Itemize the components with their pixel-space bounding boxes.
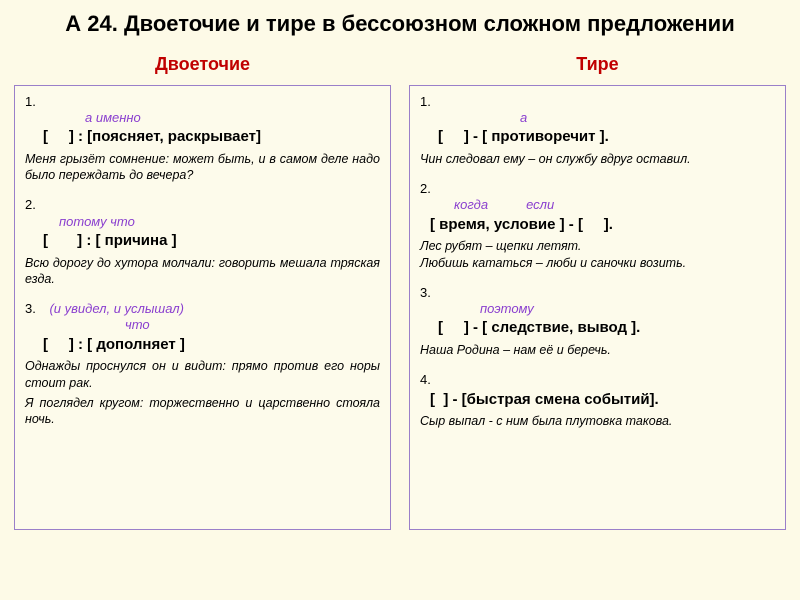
colon-box: 1. а именно [ ] : [поясняет, раскрывает]… (14, 85, 391, 530)
rule-number: 2. (420, 181, 431, 196)
pattern-text: [ ] - [быстрая смена событий]. (430, 391, 775, 410)
dash-rule-3: 3. поэтому [ ] - [ следствие, вывод ]. Н… (420, 285, 775, 359)
example-text: Меня грызёт сомнение: может быть, и в са… (25, 151, 380, 184)
rule-number: 3. (420, 285, 431, 300)
hint-text: а (520, 110, 527, 125)
hint-text: поэтому (480, 301, 534, 316)
slide-container: А 24. Двоеточие и тире в бессоюзном слож… (0, 0, 800, 600)
hint-text: когда (454, 197, 488, 213)
example-text: Я поглядел кругом: торжественно и царств… (25, 395, 380, 428)
hint-text: (и увидел, и услышал) (49, 301, 184, 316)
example-text: Наша Родина – нам её и беречь. (420, 342, 775, 358)
rule-number: 1. (25, 94, 36, 109)
pattern-text: [ ] - [ противоречит ]. (438, 128, 775, 147)
dash-rule-2: 2. когда если [ время, условие ] - [ ]. … (420, 181, 775, 271)
example-text: Лес рубят – щепки летят. (420, 238, 775, 254)
pattern-text: [ время, условие ] - [ ]. (430, 216, 775, 235)
example-text: Сыр выпал - с ним была плутовка такова. (420, 413, 775, 429)
hint-text: что (125, 317, 150, 332)
colon-rule-1: 1. а именно [ ] : [поясняет, раскрывает]… (25, 94, 380, 184)
dash-box: 1. а [ ] - [ противоречит ]. Чин следова… (409, 85, 786, 530)
rule-number: 4. (420, 372, 431, 387)
columns: Двоеточие 1. а именно [ ] : [поясняет, р… (14, 54, 786, 530)
rule-number: 2. (25, 197, 36, 212)
dash-rule-4: 4. [ ] - [быстрая смена событий]. Сыр вы… (420, 372, 775, 429)
pattern-text: [ ] : [ дополняет ] (43, 336, 380, 355)
example-text: Однажды проснулся он и видит: прямо прот… (25, 358, 380, 391)
example-text: Чин следовал ему – он службу вдруг остав… (420, 151, 775, 167)
dash-rule-1: 1. а [ ] - [ противоречит ]. Чин следова… (420, 94, 775, 168)
colon-rule-3: 3. (и увидел, и услышал) что [ ] : [ доп… (25, 301, 380, 427)
hint-text: потому что (59, 214, 135, 229)
pattern-text: [ ] : [поясняет, раскрывает] (43, 128, 380, 147)
hint-text: если (526, 197, 554, 213)
colon-rule-2: 2. потому что [ ] : [ причина ] Всю доро… (25, 197, 380, 287)
main-title: А 24. Двоеточие и тире в бессоюзном слож… (14, 10, 786, 38)
rule-number: 1. (420, 94, 431, 109)
dash-column: Тире 1. а [ ] - [ противоречит ]. Чин сл… (409, 54, 786, 530)
rule-number: 3. (25, 301, 36, 316)
pattern-text: [ ] - [ следствие, вывод ]. (438, 319, 775, 338)
example-text: Всю дорогу до хутора молчали: говорить м… (25, 255, 380, 288)
pattern-text: [ ] : [ причина ] (43, 232, 380, 251)
hint-text: а именно (85, 110, 141, 125)
example-text: Любишь кататься – люби и саночки возить. (420, 255, 775, 271)
dash-header: Тире (409, 54, 786, 75)
colon-header: Двоеточие (14, 54, 391, 75)
colon-column: Двоеточие 1. а именно [ ] : [поясняет, р… (14, 54, 391, 530)
